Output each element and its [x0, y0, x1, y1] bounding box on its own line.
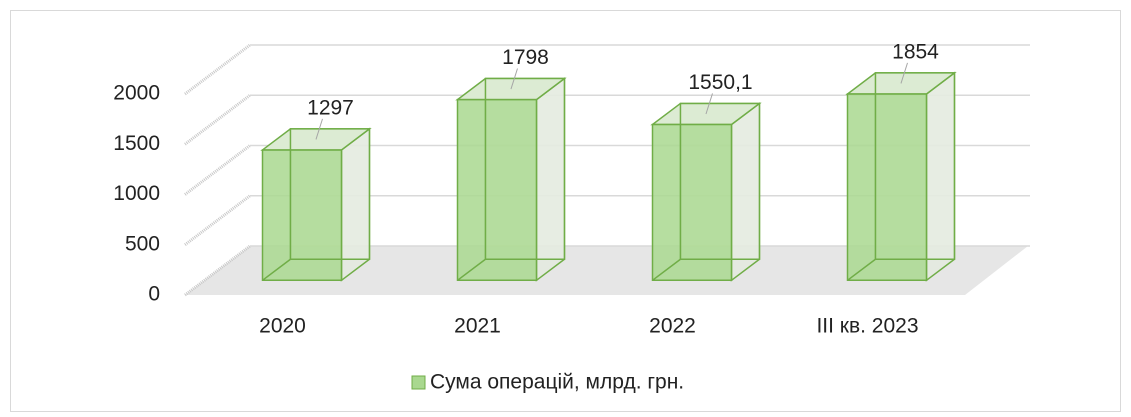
- bar: [456, 98, 538, 282]
- bar: [261, 149, 343, 282]
- x-tick-label: III кв. 2023: [816, 315, 918, 338]
- x-tick-label: 2022: [649, 315, 696, 338]
- bar-side: [535, 77, 566, 282]
- y-tick-label: 1500: [113, 132, 160, 155]
- value-label: 1550,1: [688, 71, 752, 94]
- bar-side: [925, 71, 956, 282]
- bar-inner-edge: [457, 258, 486, 281]
- grid-wall-line: [184, 244, 251, 297]
- value-label: 1798: [502, 46, 549, 69]
- bar-side: [340, 127, 371, 282]
- bar-inner-edge: [847, 258, 876, 281]
- y-tick-label: 1000: [113, 182, 160, 205]
- legend-swatch: [411, 375, 426, 390]
- bar: [846, 93, 928, 282]
- y-tick-label: 2000: [113, 82, 160, 105]
- legend-label: Сума операцій, млрд. грн.: [430, 371, 684, 394]
- bar-side: [730, 101, 761, 282]
- x-tick-label: 2020: [259, 315, 306, 338]
- y-tick-label: 0: [148, 283, 160, 306]
- value-label: 1854: [892, 40, 939, 63]
- grid-wall-line: [184, 43, 251, 96]
- value-label: 1297: [307, 96, 354, 119]
- value-label-leader: [705, 93, 713, 115]
- y-tick-label: 500: [125, 232, 160, 255]
- value-label-leader: [315, 118, 323, 140]
- grid-wall-line: [184, 94, 251, 146]
- bar-inner-edge: [652, 258, 681, 281]
- value-label-leader: [510, 68, 518, 90]
- floor: [185, 246, 1028, 295]
- bar-inner-edge: [262, 258, 291, 281]
- grid-wall-line: [184, 194, 251, 246]
- value-label-leader: [900, 62, 908, 84]
- grid-wall-line: [184, 144, 251, 196]
- x-tick-label: 2021: [454, 315, 501, 338]
- bar: [651, 123, 733, 282]
